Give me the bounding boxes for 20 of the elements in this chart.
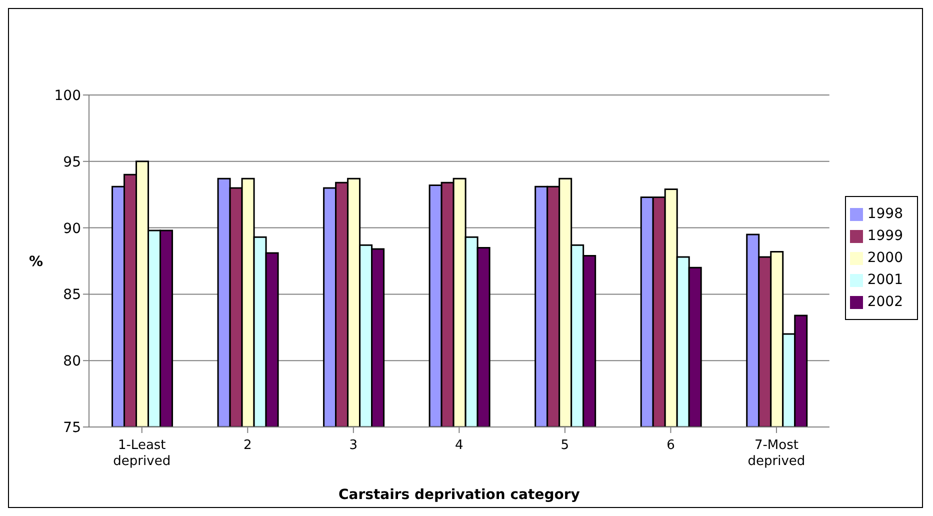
legend-label: 2000 xyxy=(867,250,903,266)
y-axis-title: % xyxy=(29,254,44,270)
legend-label: 2001 xyxy=(867,272,903,288)
x-tick-label: 5 xyxy=(560,438,570,453)
legend-label: 2002 xyxy=(867,294,903,310)
y-tick-label: 75 xyxy=(63,420,81,436)
legend-label: 1999 xyxy=(867,228,903,244)
x-tick-label: 2 xyxy=(244,438,252,453)
x-tick-label: 3 xyxy=(349,438,358,453)
x-tick-label: 1-Least deprived xyxy=(113,438,171,469)
y-tick-label: 85 xyxy=(63,287,81,304)
y-tick-label: 80 xyxy=(63,354,81,370)
x-tick-label: 4 xyxy=(455,438,464,453)
y-tick-label: 95 xyxy=(63,154,81,170)
x-tick-label: 6 xyxy=(666,438,675,453)
y-tick-label: 90 xyxy=(63,220,81,237)
x-tick-label: 7-Most deprived xyxy=(748,438,806,469)
legend-label: 1998 xyxy=(867,206,903,222)
y-tick-label: 100 xyxy=(54,88,81,104)
x-axis-title: Carstairs deprivation category xyxy=(338,487,580,503)
